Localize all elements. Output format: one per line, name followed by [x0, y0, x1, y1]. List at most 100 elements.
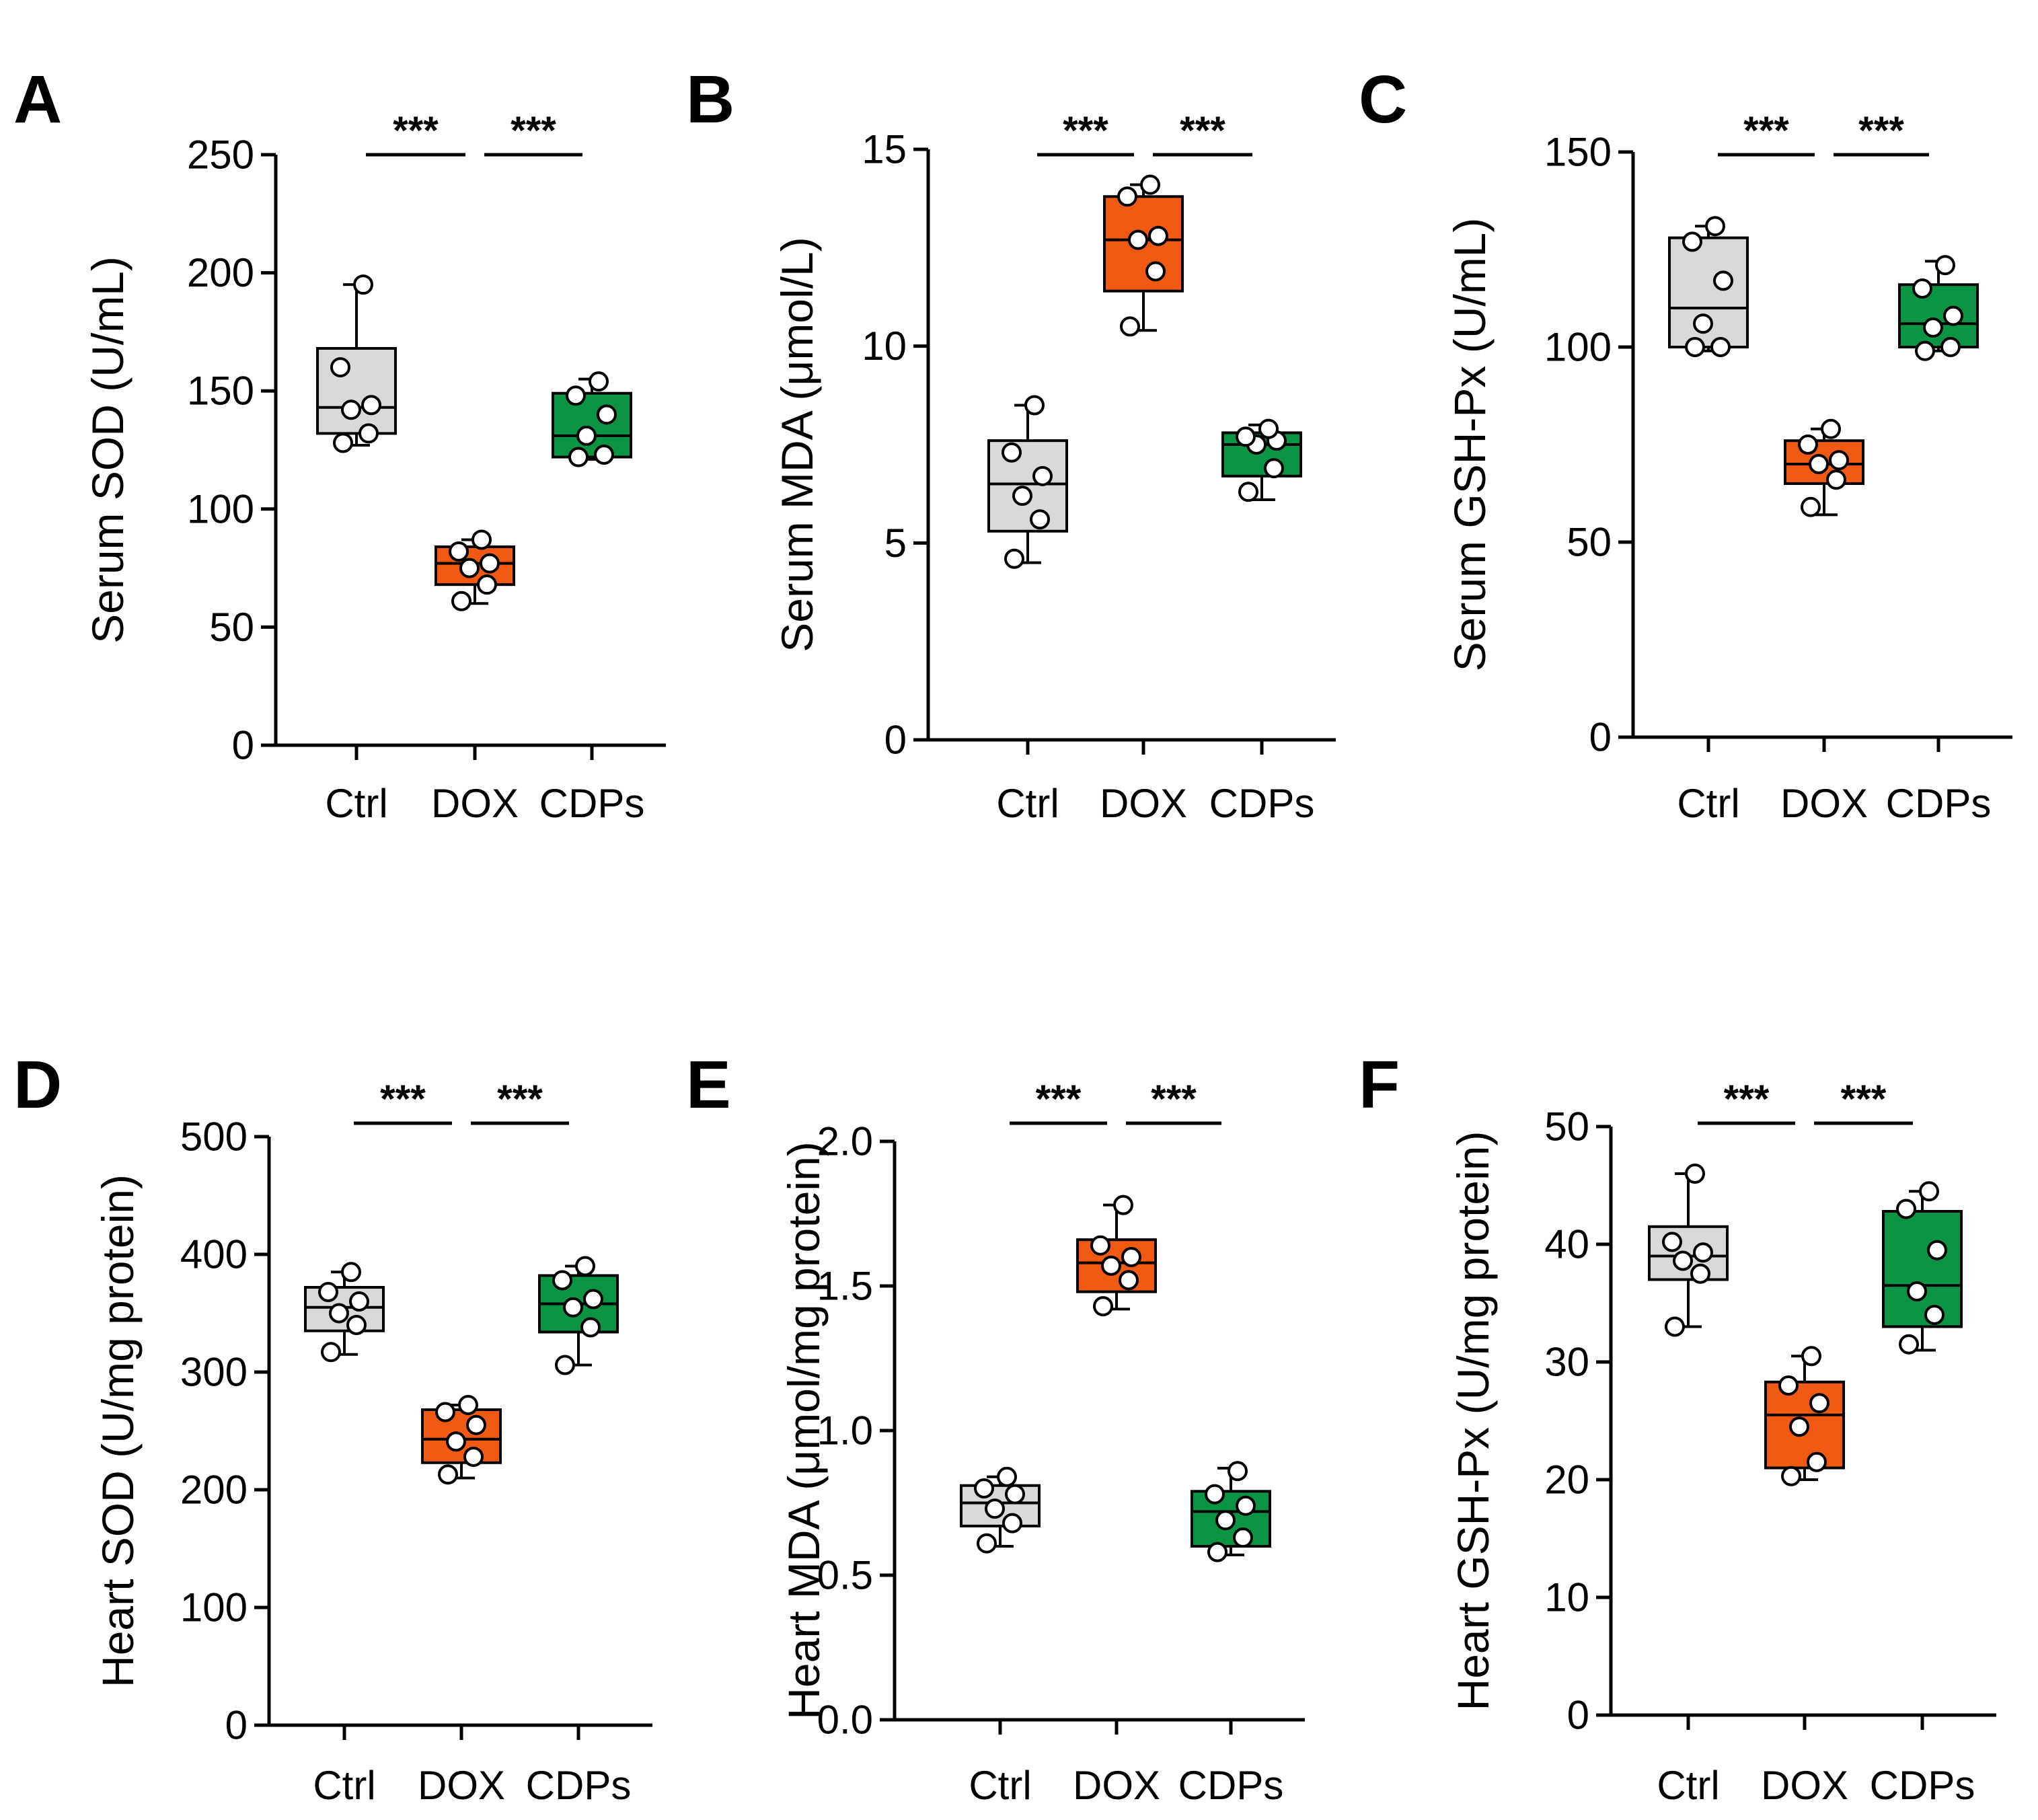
- panel-f: F 0 10 20 30 40 50 Heart GSH-Px (U/mg protein) C…: [1359, 1047, 1996, 1808]
- data-point: [353, 274, 373, 295]
- x-tick-label: Ctrl: [325, 781, 387, 826]
- data-point: [575, 1256, 595, 1277]
- box-iqr: [552, 391, 632, 459]
- data-point: [1032, 465, 1053, 486]
- data-point: [1004, 548, 1024, 569]
- y-axis-label: Serum GSH-Px (U/mL): [1445, 218, 1495, 672]
- x-tick-label: CDPs: [1209, 781, 1315, 826]
- data-point: [1205, 1484, 1225, 1505]
- box-dox: [1764, 1346, 1845, 1486]
- data-point: [333, 432, 353, 453]
- data-point: [1236, 1495, 1256, 1516]
- significance-label: ***: [1036, 1077, 1082, 1121]
- box-ctrl: [1648, 1164, 1729, 1337]
- data-point: [1710, 337, 1731, 357]
- box-cdps: [1221, 418, 1302, 502]
- box-cdps: [538, 1256, 619, 1375]
- data-point: [1148, 225, 1168, 246]
- data-point: [1662, 1231, 1682, 1252]
- data-point: [1798, 434, 1818, 455]
- data-point: [1935, 255, 1955, 276]
- data-point: [1807, 1451, 1827, 1472]
- data-point: [997, 1466, 1017, 1487]
- y-tick-label: 0: [884, 718, 907, 763]
- data-point: [1778, 1375, 1799, 1396]
- y-tick-label: 10: [1544, 1575, 1589, 1620]
- data-point: [459, 558, 480, 578]
- data-point: [974, 1478, 994, 1499]
- data-point: [1673, 1250, 1693, 1271]
- data-point: [1665, 1316, 1685, 1337]
- data-point: [1233, 1527, 1253, 1548]
- data-point: [1145, 261, 1166, 282]
- y-axis-label: Heart SOD (U/mg protein): [93, 1174, 143, 1688]
- data-point: [329, 1303, 349, 1324]
- x-tick-label: DOX: [1073, 1763, 1160, 1808]
- box-dox: [1076, 1195, 1157, 1317]
- significance-label: ***: [1858, 109, 1904, 153]
- data-point: [1685, 1164, 1705, 1184]
- data-point: [1789, 1416, 1809, 1437]
- panel-letter: E: [686, 1047, 731, 1123]
- data-point: [1809, 1393, 1829, 1414]
- data-point: [589, 371, 609, 392]
- y-tick-label: 0.5: [817, 1553, 873, 1598]
- data-point: [566, 385, 586, 406]
- significance-label: ***: [1180, 109, 1225, 153]
- data-point: [576, 425, 597, 446]
- data-point: [463, 1447, 484, 1467]
- y-tick-label: 0: [1589, 715, 1612, 760]
- data-point: [977, 1533, 997, 1554]
- data-point: [1690, 1263, 1710, 1284]
- data-point: [1919, 1181, 1939, 1202]
- data-point: [568, 447, 589, 467]
- significance-label: ***: [380, 1077, 426, 1121]
- data-point: [1120, 316, 1140, 337]
- box-dox: [421, 1395, 502, 1485]
- data-point: [563, 1297, 583, 1318]
- data-point: [1801, 496, 1821, 517]
- data-point: [1829, 450, 1849, 471]
- data-point: [1119, 1270, 1139, 1291]
- data-point: [1128, 229, 1148, 250]
- y-tick-label: 20: [1544, 1457, 1589, 1503]
- y-axis-label: Heart MDA (μmol/mg protein): [779, 1141, 829, 1720]
- box-cdps: [1898, 255, 1979, 361]
- data-point: [341, 400, 361, 420]
- y-tick-label: 100: [1544, 325, 1612, 370]
- data-point: [435, 1402, 455, 1423]
- y-tick-label: 150: [187, 369, 254, 414]
- data-point: [1113, 1195, 1133, 1215]
- box-iqr: [1898, 283, 1979, 349]
- data-point: [1705, 216, 1725, 237]
- data-point: [1826, 469, 1846, 490]
- significance-label: ***: [1151, 1077, 1197, 1121]
- data-point: [438, 1464, 458, 1485]
- significance-label: ***: [393, 109, 439, 153]
- y-tick-label: 50: [209, 605, 254, 650]
- y-tick-label: 2.0: [817, 1119, 873, 1164]
- data-point: [1821, 418, 1841, 439]
- data-point: [985, 1499, 1005, 1519]
- data-point: [1002, 1513, 1022, 1533]
- panel-letter: A: [13, 62, 62, 137]
- panel-b: B 0 5 10 15 Serum MDA (μmol/L) Ctrl DOX CDPs *** *…: [686, 62, 1336, 826]
- y-tick-label: 300: [180, 1350, 248, 1395]
- x-tick-label: CDPs: [1886, 781, 1992, 826]
- box-iqr: [987, 439, 1068, 533]
- box-iqr: [1191, 1490, 1271, 1548]
- panel-letter: F: [1359, 1047, 1400, 1123]
- x-tick-label: DOX: [431, 781, 519, 826]
- y-axis-label: Serum MDA (μmol/L): [772, 237, 822, 652]
- x-tick-label: Ctrl: [996, 781, 1059, 826]
- data-point: [580, 1317, 601, 1338]
- y-axis-label: Serum SOD (U/mL): [83, 256, 133, 644]
- data-point: [330, 357, 350, 378]
- box-iqr: [1076, 1238, 1157, 1293]
- data-point: [1012, 486, 1032, 506]
- box-cdps: [1882, 1181, 1963, 1355]
- significance-label: ***: [1743, 109, 1789, 153]
- data-point: [1682, 231, 1702, 252]
